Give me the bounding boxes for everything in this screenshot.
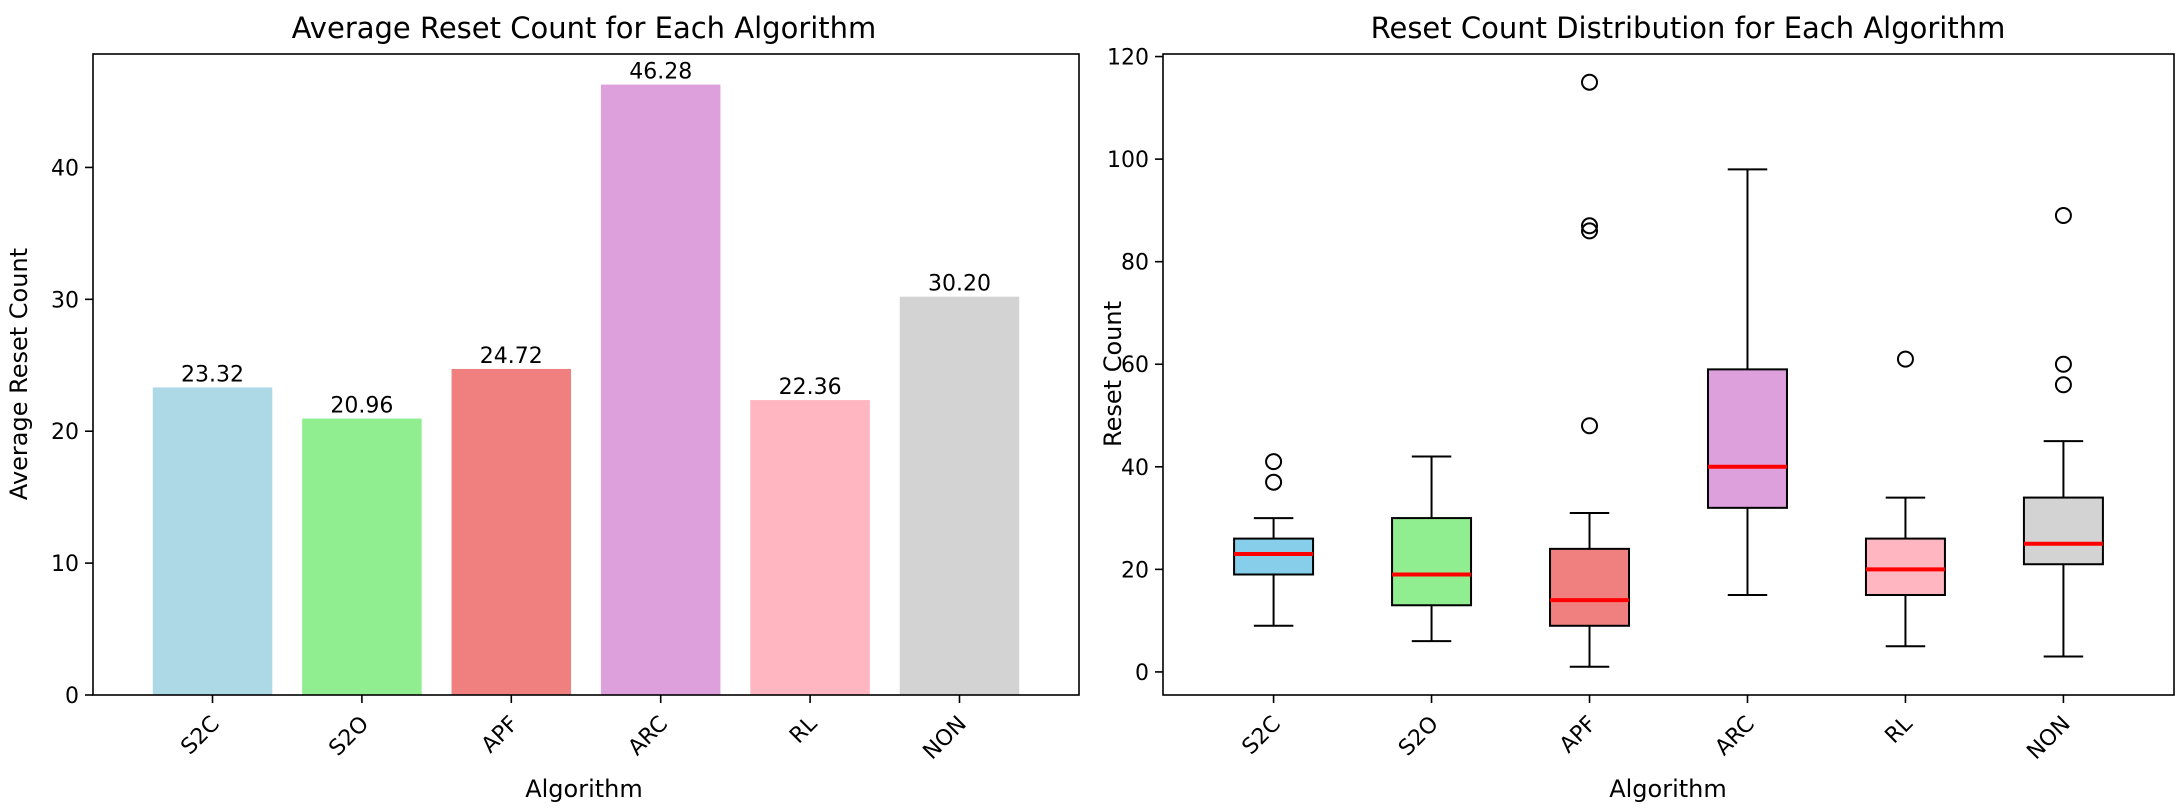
- bar-y-axis-label: Average Reset Count: [5, 248, 33, 500]
- bar-value-label: 30.20: [928, 272, 991, 297]
- outlier-point: [2054, 376, 2072, 394]
- outlier-point: [1581, 217, 1599, 235]
- x-tick-label: APF: [477, 712, 524, 759]
- x-tick-label: APF: [1555, 712, 1602, 759]
- outlier-point: [1581, 222, 1599, 240]
- outlier-point: [2054, 207, 2072, 225]
- box-y-axis: 0 20 40 60 80 100 120: [1107, 46, 1163, 686]
- bar-arc: [600, 84, 721, 695]
- outlier-point: [1581, 417, 1599, 435]
- y-tick-label: 40: [51, 156, 79, 181]
- y-tick-label: 10: [51, 552, 79, 577]
- outlier-point: [1581, 73, 1599, 91]
- y-tick-label: 20: [1121, 558, 1149, 583]
- outlier-point: [2054, 355, 2072, 373]
- y-tick-label: 30: [51, 288, 79, 313]
- y-tick-label: 20: [51, 420, 79, 445]
- x-tick-label: S2C: [1238, 712, 1286, 760]
- bar-rl: [750, 400, 870, 695]
- bar-non: [899, 296, 1020, 695]
- bar-s2c: [152, 387, 273, 695]
- bar-x-axis: S2C S2O APF ARC RL NON: [176, 695, 972, 765]
- y-tick-label: 0: [1135, 661, 1149, 686]
- x-tick-label: ARC: [1711, 712, 1760, 761]
- box-x-axis: S2C S2O APF ARC RL NON: [1238, 695, 2076, 765]
- bar-chart: Average Reset Count for Each Algorithm 2…: [5, 11, 1080, 803]
- bar-value-label: 23.32: [181, 362, 244, 387]
- bar-s2o: [302, 418, 422, 695]
- y-tick-label: 120: [1107, 46, 1149, 71]
- y-tick-label: 100: [1107, 148, 1149, 173]
- x-tick-label: NON: [919, 712, 972, 765]
- x-tick-label: NON: [2022, 712, 2075, 765]
- x-tick-label: S2C: [176, 712, 224, 760]
- y-tick-label: 60: [1121, 353, 1149, 378]
- bar-x-axis-label: Algorithm: [525, 775, 643, 803]
- bar-value-label: 20.96: [330, 394, 393, 419]
- box-body: [1233, 537, 1315, 576]
- outlier-point: [1265, 453, 1283, 471]
- box-x-axis-label: Algorithm: [1609, 775, 1727, 803]
- bar-value-label: 22.36: [779, 375, 842, 400]
- bar-value-label: 24.72: [480, 344, 543, 369]
- box-s2c: [1233, 453, 1315, 627]
- x-tick-label: RL: [785, 711, 823, 749]
- outlier-point: [1896, 350, 1914, 368]
- box-body: [1864, 537, 1946, 597]
- box-plot-chart: Reset Count Distribution for Each Algori…: [1099, 11, 2175, 803]
- y-tick-label: 0: [65, 684, 79, 709]
- box-marks: [1233, 73, 2104, 668]
- box-plot-frame: [1162, 53, 2175, 696]
- box-body: [2022, 496, 2104, 566]
- x-tick-label: ARC: [624, 712, 673, 761]
- box-body: [1706, 368, 1788, 509]
- box-body: [1549, 547, 1631, 627]
- box-rl: [1864, 350, 1946, 648]
- x-tick-label: S2O: [324, 712, 374, 762]
- bar-value-label: 46.28: [629, 60, 692, 85]
- box-y-axis-label: Reset Count: [1099, 301, 1127, 447]
- outlier-point: [1265, 473, 1283, 491]
- y-tick-label: 80: [1121, 251, 1149, 276]
- bar-apf: [451, 368, 572, 695]
- bar-plot-frame: [92, 53, 1080, 696]
- box-non: [2022, 207, 2104, 658]
- bar-marks: 23.32 20.96 24.72 46.28 22.36 30.20: [152, 60, 1020, 695]
- x-tick-label: RL: [1881, 711, 1919, 749]
- x-tick-label: S2O: [1394, 712, 1444, 762]
- y-tick-label: 40: [1121, 456, 1149, 481]
- box-apf: [1549, 73, 1631, 668]
- box-body: [1391, 517, 1473, 607]
- bar-y-axis: 0 10 20 30 40: [51, 156, 93, 709]
- bar-chart-title: Average Reset Count for Each Algorithm: [292, 11, 877, 45]
- box-s2o: [1391, 455, 1473, 643]
- box-chart-title: Reset Count Distribution for Each Algori…: [1371, 11, 2006, 45]
- box-arc: [1706, 168, 1788, 597]
